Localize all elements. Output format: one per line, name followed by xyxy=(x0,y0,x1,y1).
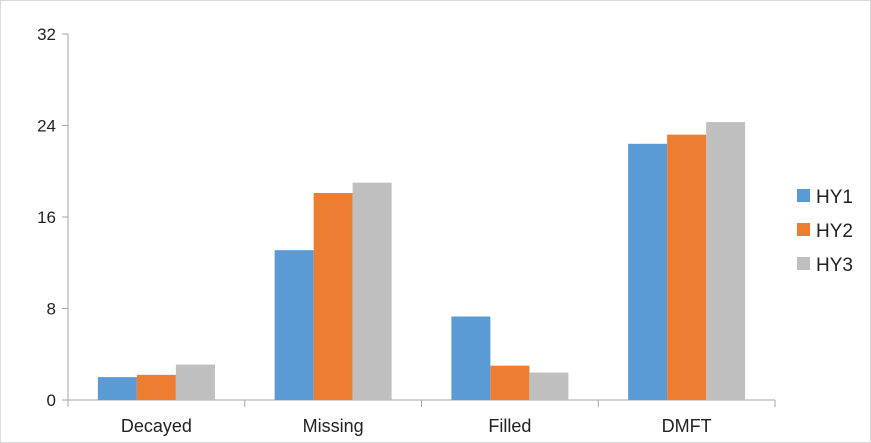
y-tick-label: 24 xyxy=(37,117,56,136)
bar-hy2-dmft xyxy=(667,134,707,400)
bars xyxy=(97,122,746,401)
bar-hy3-dmft xyxy=(706,122,746,400)
legend-label: HY1 xyxy=(816,187,853,208)
x-tick-label: Missing xyxy=(303,416,364,436)
y-tick-label: 8 xyxy=(47,300,56,319)
x-tick-label: Decayed xyxy=(121,416,192,436)
y-tick-label: 16 xyxy=(37,208,56,227)
legend-label: HY3 xyxy=(816,255,853,276)
legend: HY1 HY2 HY3 xyxy=(797,187,853,276)
bar-hy1-missing xyxy=(274,250,314,400)
y-tick-label: 0 xyxy=(47,391,56,410)
legend-label: HY2 xyxy=(816,221,853,242)
bar-hy3-decayed xyxy=(175,364,215,400)
bar-hy1-filled xyxy=(451,316,491,400)
bar-hy3-missing xyxy=(352,182,392,400)
bar-hy2-missing xyxy=(313,192,353,400)
legend-swatch xyxy=(797,223,810,236)
legend-swatch xyxy=(797,257,810,270)
x-tick-label: Filled xyxy=(488,416,531,436)
x-tick-label: DMFT xyxy=(662,416,712,436)
bar-hy1-decayed xyxy=(97,377,137,400)
y-tick-label: 32 xyxy=(37,25,56,44)
legend-swatch xyxy=(797,189,810,202)
labels: 0 8 16 24 32 Decayed Missing Filled DMFT xyxy=(37,25,712,436)
bar-hy3-filled xyxy=(529,372,569,400)
bar-hy2-filled xyxy=(490,365,530,400)
bar-hy2-decayed xyxy=(136,374,176,400)
bar-hy1-dmft xyxy=(628,143,668,401)
